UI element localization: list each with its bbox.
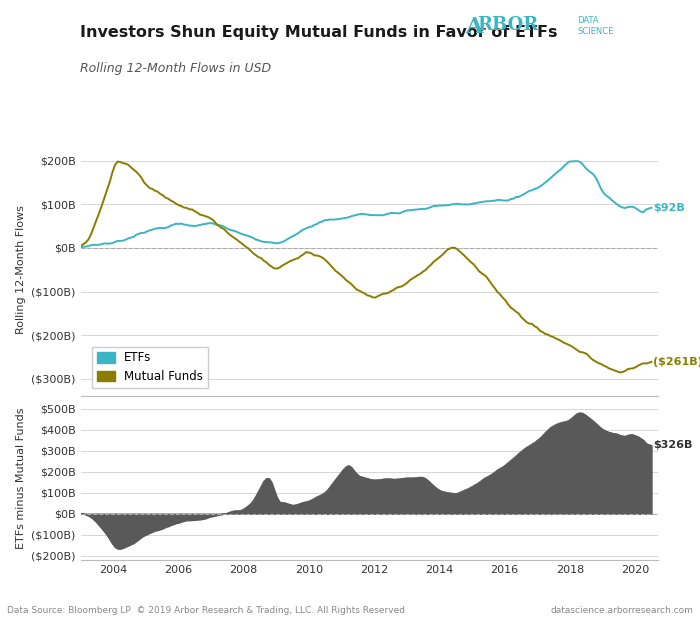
Y-axis label: Rolling 12-Month Flows: Rolling 12-Month Flows xyxy=(15,205,26,334)
Text: Rolling 12-Month Flows in USD: Rolling 12-Month Flows in USD xyxy=(80,62,272,75)
Text: RBOR: RBOR xyxy=(477,16,539,34)
Text: ($261B): ($261B) xyxy=(653,357,700,367)
Text: $326B: $326B xyxy=(653,440,692,450)
Legend: ETFs, Mutual Funds: ETFs, Mutual Funds xyxy=(92,346,208,388)
Text: $92B: $92B xyxy=(653,203,685,213)
Y-axis label: ETFs minus Mutual Funds: ETFs minus Mutual Funds xyxy=(15,407,26,549)
Text: Data Source: Bloomberg LP  © 2019 Arbor Research & Trading, LLC. All Rights Rese: Data Source: Bloomberg LP © 2019 Arbor R… xyxy=(7,606,405,615)
Text: Investors Shun Equity Mutual Funds in Favor of ETFs: Investors Shun Equity Mutual Funds in Fa… xyxy=(80,25,558,40)
Text: A: A xyxy=(466,16,483,37)
Text: DATA
SCIENCE: DATA SCIENCE xyxy=(578,16,614,36)
Text: datascience.arborresearch.com: datascience.arborresearch.com xyxy=(550,606,693,615)
